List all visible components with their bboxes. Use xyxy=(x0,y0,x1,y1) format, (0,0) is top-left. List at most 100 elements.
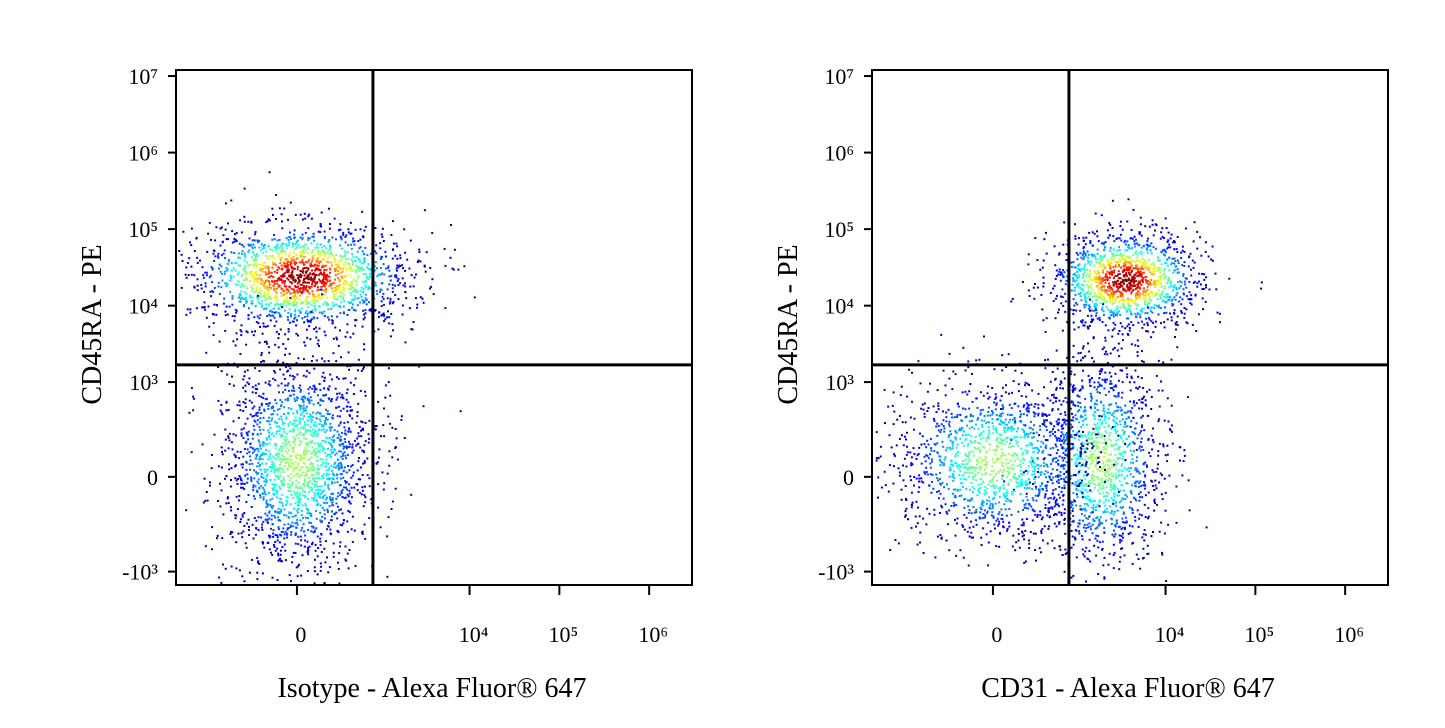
event-dot xyxy=(327,258,329,260)
event-dot xyxy=(287,319,289,321)
event-dot xyxy=(251,246,253,248)
event-dot xyxy=(1136,305,1138,307)
event-dot xyxy=(1137,437,1139,439)
event-dot xyxy=(299,273,301,275)
event-dot xyxy=(345,261,347,263)
event-dot xyxy=(348,483,350,485)
event-dot xyxy=(284,445,286,447)
event-dot xyxy=(369,273,371,275)
event-dot xyxy=(304,396,306,398)
event-dot xyxy=(312,295,314,297)
event-dot xyxy=(1092,296,1094,298)
event-dot xyxy=(267,289,269,291)
event-dot xyxy=(327,308,329,310)
event-dot xyxy=(227,263,229,265)
event-dot xyxy=(345,336,347,338)
event-dot xyxy=(344,438,346,440)
event-dot xyxy=(1182,250,1184,252)
event-dot xyxy=(1143,272,1145,274)
event-dot xyxy=(289,322,291,324)
event-dot xyxy=(216,304,218,306)
event-dot xyxy=(322,258,324,260)
event-dot xyxy=(281,503,283,505)
event-dot xyxy=(247,448,249,450)
event-dot xyxy=(343,470,345,472)
event-dot xyxy=(1042,267,1044,269)
event-dot xyxy=(301,398,303,400)
event-dot xyxy=(251,312,253,314)
event-dot xyxy=(347,389,349,391)
event-dot xyxy=(250,480,252,482)
event-dot xyxy=(287,412,289,414)
event-dot xyxy=(1151,291,1153,293)
event-dot xyxy=(296,410,298,412)
event-dot xyxy=(279,434,281,436)
event-dot xyxy=(1119,273,1121,275)
event-dot xyxy=(299,469,301,471)
event-dot xyxy=(302,517,304,519)
event-dot xyxy=(404,270,406,272)
event-dot xyxy=(1148,317,1150,319)
event-dot xyxy=(1135,316,1137,318)
event-dot xyxy=(352,264,354,266)
event-dot xyxy=(358,457,360,459)
event-dot xyxy=(1102,321,1104,323)
event-dot xyxy=(1158,305,1160,307)
event-dot xyxy=(260,445,262,447)
event-dot xyxy=(290,281,292,283)
event-dot xyxy=(1155,223,1157,225)
event-dot xyxy=(399,282,401,284)
event-dot xyxy=(298,315,300,317)
event-dot xyxy=(287,425,289,427)
event-dot xyxy=(335,238,337,240)
event-dot xyxy=(211,281,213,283)
event-dot xyxy=(1150,283,1152,285)
event-dot xyxy=(1139,293,1141,295)
event-dot xyxy=(188,412,190,414)
event-dot xyxy=(1106,276,1108,278)
event-dot xyxy=(384,397,386,399)
event-dot xyxy=(355,260,357,262)
event-dot xyxy=(1109,224,1111,226)
event-dot xyxy=(270,319,272,321)
event-dot xyxy=(298,244,300,246)
event-dot xyxy=(1110,247,1112,249)
event-dot xyxy=(336,393,338,395)
event-dot xyxy=(1128,308,1130,310)
event-dot xyxy=(292,525,294,527)
event-dot xyxy=(328,241,330,243)
event-dot xyxy=(298,420,300,422)
event-dot xyxy=(1123,301,1125,303)
event-dot xyxy=(210,295,212,297)
event-dot xyxy=(1178,287,1180,289)
event-dot xyxy=(331,516,333,518)
event-dot xyxy=(364,391,366,393)
event-dot xyxy=(278,418,280,420)
event-dot xyxy=(253,278,255,280)
event-dot xyxy=(1083,250,1085,252)
event-dot xyxy=(289,479,291,481)
event-dot xyxy=(259,302,261,304)
event-dot xyxy=(361,493,363,495)
event-dot xyxy=(287,461,289,463)
event-dot xyxy=(1132,254,1134,256)
event-dot xyxy=(363,343,365,345)
event-dot xyxy=(320,544,322,546)
event-dot xyxy=(226,475,228,477)
event-dot xyxy=(295,552,297,554)
event-dot xyxy=(319,538,321,540)
event-dot xyxy=(307,227,309,229)
event-dot xyxy=(1106,306,1108,308)
event-dot xyxy=(357,443,359,445)
event-dot xyxy=(326,502,328,504)
event-dot xyxy=(1167,296,1169,298)
event-dot xyxy=(1145,290,1147,292)
event-dot xyxy=(324,315,326,317)
event-dot xyxy=(310,467,312,469)
event-dot xyxy=(317,464,319,466)
event-dot xyxy=(237,508,239,510)
event-dot xyxy=(387,416,389,418)
event-dot xyxy=(325,283,327,285)
event-dot xyxy=(1112,254,1114,256)
event-dot xyxy=(1114,275,1116,277)
